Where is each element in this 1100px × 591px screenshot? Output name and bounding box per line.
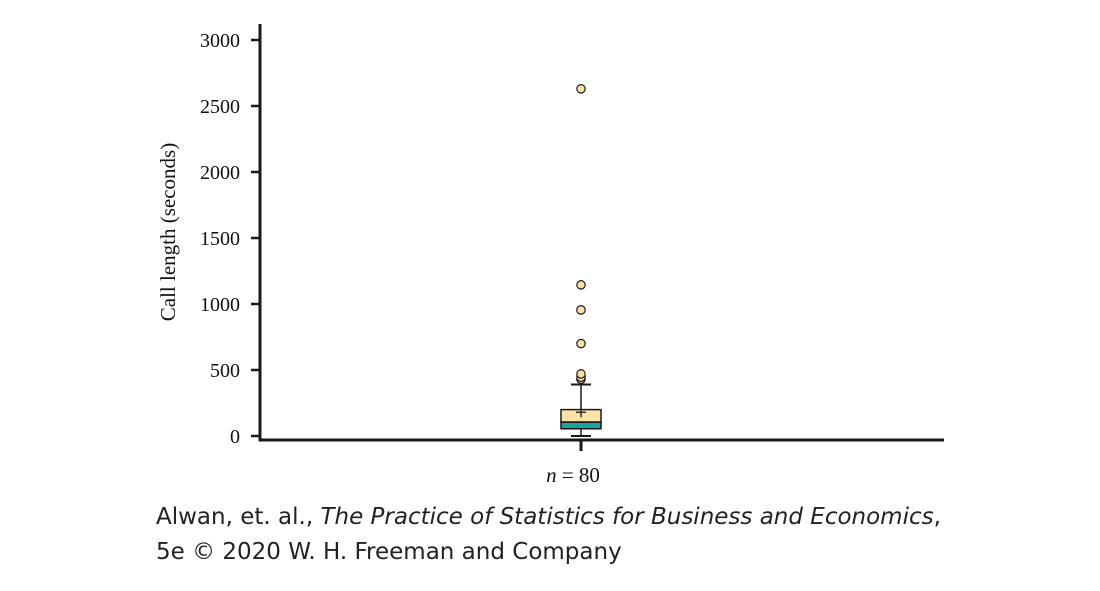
credit-comma: , bbox=[933, 504, 941, 530]
box-plot-chart: 0 500 1000 1500 2000 2500 3000 Call length (se… bbox=[156, 24, 944, 487]
y-axis-title: Call length (seconds) bbox=[156, 143, 180, 321]
y-tick-label: 1500 bbox=[200, 228, 240, 250]
credit-authors: Alwan, et. al., bbox=[156, 504, 321, 530]
outlier-point bbox=[576, 338, 586, 349]
y-tick-label: 500 bbox=[210, 360, 240, 382]
source-credit: Alwan, et. al., The Practice of Statisti… bbox=[156, 500, 941, 570]
outlier-point bbox=[576, 305, 586, 315]
box-lower-half bbox=[560, 421, 602, 430]
credit-line-1: Alwan, et. al., The Practice of Statisti… bbox=[156, 500, 941, 535]
sample-size-value: = 80 bbox=[557, 463, 600, 487]
y-axis-ticks: 0 500 1000 1500 2000 2500 3000 bbox=[200, 30, 260, 448]
y-tick-label: 1000 bbox=[200, 294, 240, 316]
outlier-point bbox=[576, 369, 586, 379]
y-tick-label: 0 bbox=[230, 426, 240, 448]
y-tick-label: 2500 bbox=[200, 96, 240, 118]
outlier-points bbox=[576, 84, 586, 385]
y-tick-label: 3000 bbox=[200, 30, 240, 52]
outlier-point bbox=[576, 84, 586, 94]
y-tick-label: 2000 bbox=[200, 162, 240, 184]
sample-size-symbol: n bbox=[546, 463, 557, 487]
credit-book-title: The Practice of Statistics for Business … bbox=[320, 504, 934, 530]
sample-size-label: n = 80 bbox=[546, 463, 600, 487]
outlier-point bbox=[576, 280, 586, 290]
box-plot bbox=[560, 383, 602, 437]
credit-line-2: 5e © 2020 W. H. Freeman and Company bbox=[156, 539, 622, 565]
